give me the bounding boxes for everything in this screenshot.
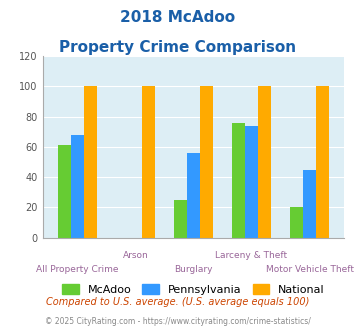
Bar <box>303 170 316 238</box>
Bar <box>200 86 213 238</box>
Text: Burglary: Burglary <box>174 265 213 274</box>
Text: Compared to U.S. average. (U.S. average equals 100): Compared to U.S. average. (U.S. average … <box>46 297 309 307</box>
Bar <box>142 86 154 238</box>
Legend: McAdoo, Pennsylvania, National: McAdoo, Pennsylvania, National <box>58 280 329 299</box>
Text: © 2025 CityRating.com - https://www.cityrating.com/crime-statistics/: © 2025 CityRating.com - https://www.city… <box>45 317 310 326</box>
Bar <box>245 126 258 238</box>
Bar <box>316 86 329 238</box>
Text: 2018 McAdoo: 2018 McAdoo <box>120 10 235 25</box>
Text: All Property Crime: All Property Crime <box>36 265 119 274</box>
Text: Motor Vehicle Theft: Motor Vehicle Theft <box>266 265 354 274</box>
Text: Property Crime Comparison: Property Crime Comparison <box>59 40 296 54</box>
Bar <box>290 207 303 238</box>
Text: Larceny & Theft: Larceny & Theft <box>215 251 288 260</box>
Bar <box>258 86 271 238</box>
Bar <box>84 86 97 238</box>
Bar <box>58 145 71 238</box>
Text: Arson: Arson <box>122 251 148 260</box>
Bar <box>187 153 200 238</box>
Bar <box>71 135 84 238</box>
Bar <box>174 200 187 238</box>
Bar <box>233 123 245 238</box>
